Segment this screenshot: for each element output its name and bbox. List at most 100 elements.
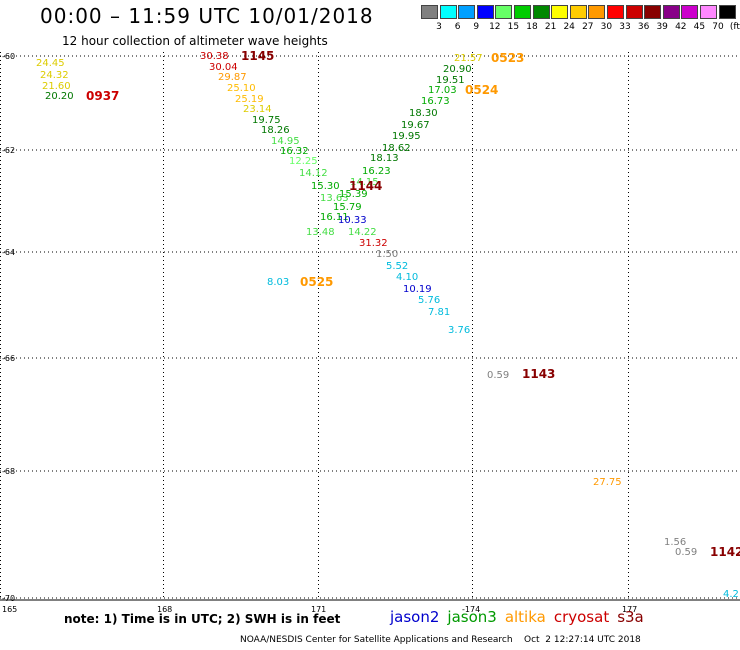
pass-time-label: 0525 [300,275,333,289]
legend-label: 21 [544,22,557,32]
longitude-label: 165 [2,605,17,614]
wave-height-value: 20.90 [443,64,472,75]
longitude-labels: 165 168 171 -174 177 [2,605,637,614]
wave-height-value: 8.03 [267,277,289,288]
legend-label: 6 [454,22,461,32]
wave-height-value: 10.19 [403,284,432,295]
wave-height-value: 0.59 [675,547,697,558]
pass-time-label: 1145 [241,49,274,63]
legend-label: 9 [473,22,480,32]
wave-height-value: 16.11 [320,212,349,223]
legend-label: 33 [619,22,631,32]
pass-time-label: 0937 [86,89,119,103]
legend-label: 70 [712,22,724,32]
legend-swatch [700,5,717,19]
wave-height-value: 21.60 [42,81,71,92]
legend-swatch [551,5,569,19]
wave-height-value: 18.26 [261,125,290,136]
wave-height-value: 25.19 [235,94,264,105]
wave-height-value: 30.38 [200,51,229,62]
legend-label: 30 [600,22,613,32]
wave-height-value: 14.15 [350,177,379,188]
latitude-labels: -60 -62 -64 -66 -68 -70 [2,52,15,603]
wave-height-value: 16.73 [421,96,450,107]
legend-swatch [588,5,606,19]
latitude-label: -66 [2,354,15,363]
wave-height-value: 18.13 [370,153,399,164]
legend-label: 24 [563,22,575,32]
wave-height-value: 24.32 [40,70,69,81]
legend-swatch [718,5,736,19]
wave-height-value: 17.03 [428,85,457,96]
wave-height-value: 20.20 [45,91,74,102]
legend-swatch [681,5,699,19]
legend-swatch [607,5,624,19]
wave-height-value: 19.51 [436,75,465,86]
wave-height-value: 1.56 [664,537,686,548]
legend-swatch [662,5,680,19]
wave-height-value: 7.81 [428,307,450,318]
legend-label: 42 [675,22,687,32]
legend-label: 3 [436,22,442,32]
wave-height-value: 29.87 [218,72,247,83]
legend-swatch [532,5,550,19]
wave-height-value: 5.76 [418,295,440,306]
footer-note: note: 1) Time is in UTC; 2) SWH is in fe… [64,612,341,626]
wave-height-value: 15.79 [333,202,362,213]
legend-swatch [458,5,476,19]
wave-height-value: 10.33 [338,215,367,226]
pass-time-label: 1142 [710,545,740,559]
legend-swatch [421,5,438,19]
legend-label: 12 [489,22,501,32]
wave-height-value: 27.75 [593,477,622,488]
longitude-label: 168 [157,605,172,614]
wave-height-value: 16.32 [280,146,309,157]
page-subtitle: 12 hour collection of altimeter wave hei… [62,34,328,48]
pass-time-label: 1144 [349,179,382,193]
wave-height-value: 18.30 [409,108,438,119]
legend-label: (ft) [729,22,740,32]
wave-height-value: 19.95 [392,131,421,142]
wave-height-value: 16.23 [362,166,391,177]
legend-label: 39 [656,22,668,32]
latitude-label: -64 [2,248,15,257]
wave-height-value: 14.95 [271,136,300,147]
wave-height-value: 13.48 [306,227,335,238]
longitude-label: 171 [311,605,326,614]
wave-height-value: 0.59 [487,370,509,381]
legend-label: 45 [693,22,706,32]
satellite-name: cryosat [553,608,610,626]
legend-swatch [439,5,457,19]
latitude-label: -60 [2,52,15,61]
wave-height-value: 24.45 [36,58,65,69]
legend-label: 27 [582,22,594,32]
pass-time-label: 0523 [491,51,524,65]
wave-height-value: 15.30 [311,181,340,192]
legend-swatch [476,5,494,19]
credit-line: NOAA/NESDIS Center for Satellite Applica… [240,635,641,645]
map-grid [0,52,740,601]
legend-label: 15 [507,22,520,32]
legend-swatch [514,5,531,19]
latitude-label: -68 [2,467,15,476]
wave-height-value: 30.04 [209,62,238,73]
wave-height-value: 1.50 [376,249,398,260]
wave-height-value: 25.10 [227,83,256,94]
wave-height-value: 19.75 [252,115,281,126]
pass-time-label: 1143 [522,367,555,381]
wave-height-value: 18.62 [382,143,411,154]
legend-label: 36 [637,22,650,32]
wave-height-value: 19.67 [401,120,430,131]
satellite-name: jason3 [447,608,497,626]
longitude-label: 177 [622,605,637,614]
wave-height-value: 14.12 [299,168,328,179]
pass-time-labels: 0937 1145 1144 0525 0523 0524 1143 1142 [86,49,740,559]
legend-swatch [569,5,587,19]
wave-height-value: 5.52 [386,261,408,272]
latitude-label: -62 [2,146,15,155]
satellite-name: s3a [617,608,644,626]
wave-height-value: 12.25 [289,156,318,167]
wave-height-value: 23.14 [243,104,272,115]
